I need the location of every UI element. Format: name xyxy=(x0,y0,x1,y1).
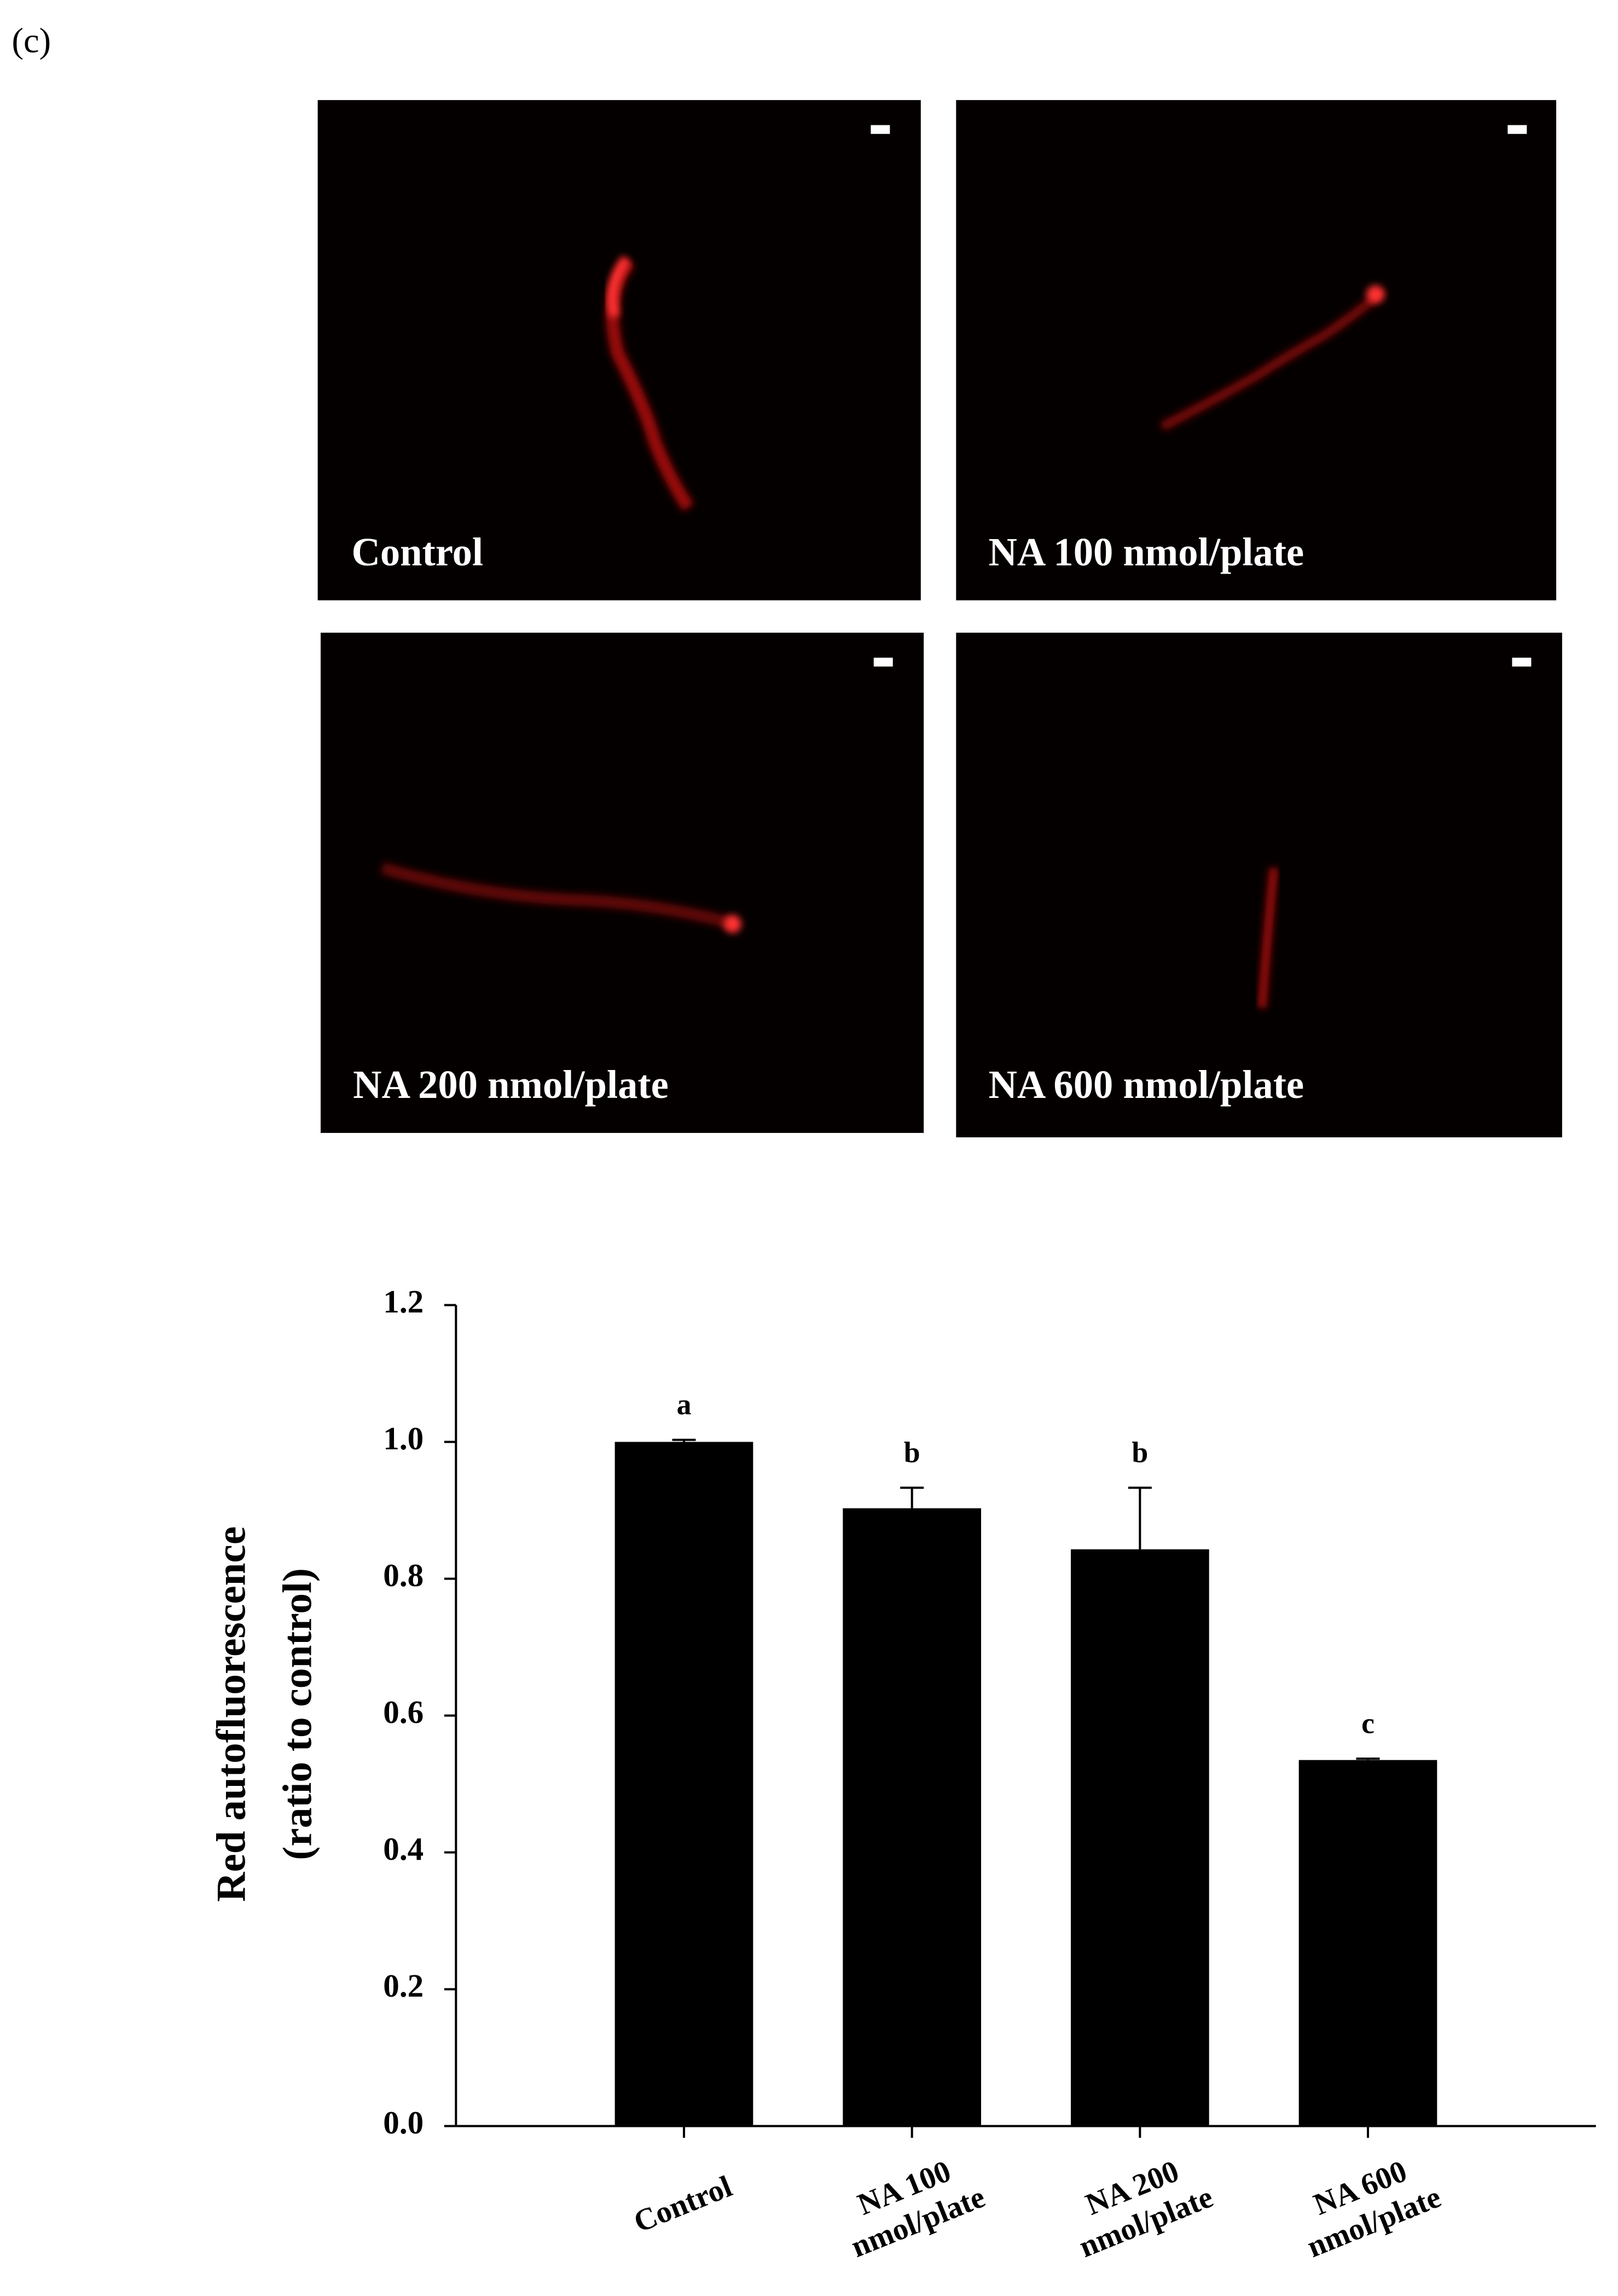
bar xyxy=(843,1508,982,2126)
micrograph: NA 600 nmol/plate xyxy=(956,632,1562,1138)
data-annotation: c xyxy=(1361,1707,1375,1739)
x-tick-label: Control xyxy=(629,2170,737,2240)
micrograph: Control xyxy=(317,100,921,600)
panel-label: (c) xyxy=(12,21,51,60)
x-tick-label: NA 200nmol/plate xyxy=(1061,2146,1218,2264)
x-tick-label: NA 600nmol/plate xyxy=(1289,2146,1446,2264)
y-tick-label: 0.6 xyxy=(383,1694,424,1730)
x-tick-label: NA 100nmol/plate xyxy=(833,2146,990,2264)
y-axis-label: Red autofluorescence xyxy=(208,1526,254,1902)
y-axis-label: (ratio to control) xyxy=(275,1568,320,1860)
micrograph-label: NA 200 nmol/plate xyxy=(353,1062,669,1107)
y-tick-label: 0.8 xyxy=(383,1557,424,1593)
y-tick-label: 0.2 xyxy=(383,1968,424,2004)
data-annotation: b xyxy=(904,1436,920,1468)
micrograph-label: Control xyxy=(351,530,483,574)
micrograph: NA 100 nmol/plate xyxy=(956,100,1557,600)
micrograph: NA 200 nmol/plate xyxy=(321,632,924,1133)
y-tick-label: 0.4 xyxy=(383,1831,424,1867)
bar xyxy=(614,1442,753,2126)
micrograph-label: NA 600 nmol/plate xyxy=(988,1062,1304,1107)
y-tick-label: 1.0 xyxy=(383,1420,424,1456)
data-annotation: b xyxy=(1132,1436,1148,1468)
data-annotation: a xyxy=(677,1388,692,1421)
y-tick-label: 0.0 xyxy=(383,2104,424,2141)
y-tick-label: 1.2 xyxy=(383,1283,424,1320)
micrograph-label: NA 100 nmol/plate xyxy=(988,530,1304,574)
bar xyxy=(1070,1549,1209,2126)
bar xyxy=(1298,1760,1437,2126)
